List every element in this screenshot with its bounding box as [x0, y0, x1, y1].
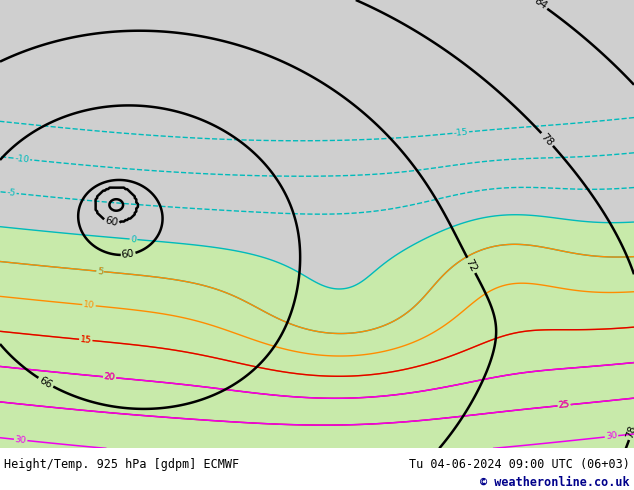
Text: Tu 04-06-2024 09:00 UTC (06+03): Tu 04-06-2024 09:00 UTC (06+03) — [409, 458, 630, 470]
Text: -10: -10 — [14, 154, 30, 164]
Text: 15: 15 — [80, 335, 92, 345]
Text: 10: 10 — [83, 300, 95, 310]
Text: 78: 78 — [625, 424, 634, 440]
Text: -5: -5 — [6, 188, 16, 198]
Text: 15: 15 — [80, 335, 92, 345]
Text: 30: 30 — [15, 435, 27, 445]
Text: 25: 25 — [558, 400, 570, 410]
Text: Height/Temp. 925 hPa [gdpm] ECMWF: Height/Temp. 925 hPa [gdpm] ECMWF — [4, 458, 239, 470]
Text: 72: 72 — [463, 257, 479, 273]
Text: 66: 66 — [37, 375, 54, 390]
Text: 5: 5 — [97, 267, 103, 276]
Text: 30: 30 — [605, 431, 618, 441]
Text: 20: 20 — [103, 372, 116, 382]
Text: 60: 60 — [104, 216, 119, 228]
Text: © weatheronline.co.uk: © weatheronline.co.uk — [481, 476, 630, 489]
Text: 25: 25 — [558, 400, 570, 410]
Text: 60: 60 — [120, 249, 134, 260]
Text: 0: 0 — [130, 235, 137, 244]
Text: -15: -15 — [453, 127, 469, 138]
Text: 78: 78 — [539, 131, 555, 147]
Text: 5: 5 — [97, 267, 103, 276]
Text: 84: 84 — [532, 0, 548, 12]
Text: 20: 20 — [103, 372, 116, 382]
